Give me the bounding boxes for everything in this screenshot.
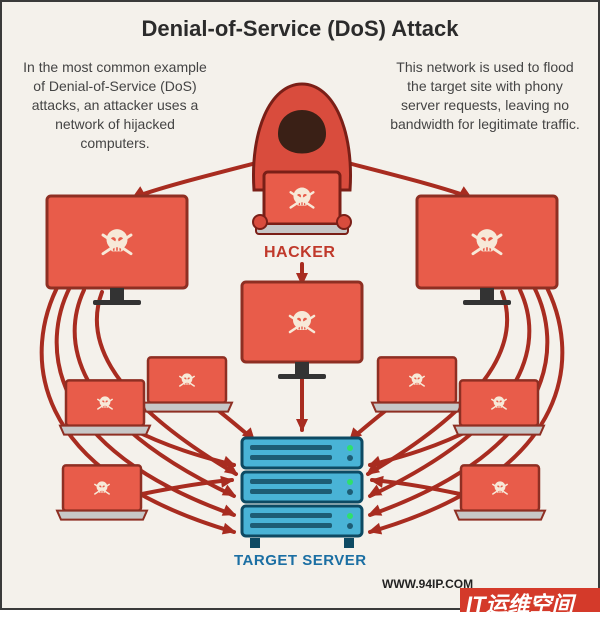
server-icon: [242, 438, 362, 548]
monitor-icon: [242, 282, 362, 379]
hacker-icon: [253, 84, 351, 234]
laptop-icon: [454, 380, 544, 434]
laptop-icon: [57, 465, 147, 519]
monitor-icon: [417, 196, 557, 305]
watermark-brand: IT运维空间: [466, 587, 574, 619]
laptop-icon: [372, 357, 462, 411]
hacker-label: HACKER: [264, 244, 335, 262]
diagram-canvas: [2, 2, 600, 612]
target-server-label: TARGET SERVER: [234, 552, 367, 569]
monitor-icon: [47, 196, 187, 305]
diagram-frame: Denial-of-Service (DoS) Attack In the mo…: [0, 0, 600, 610]
laptop-icon: [60, 380, 150, 434]
laptop-icon: [142, 357, 232, 411]
laptop-icon: [455, 465, 545, 519]
